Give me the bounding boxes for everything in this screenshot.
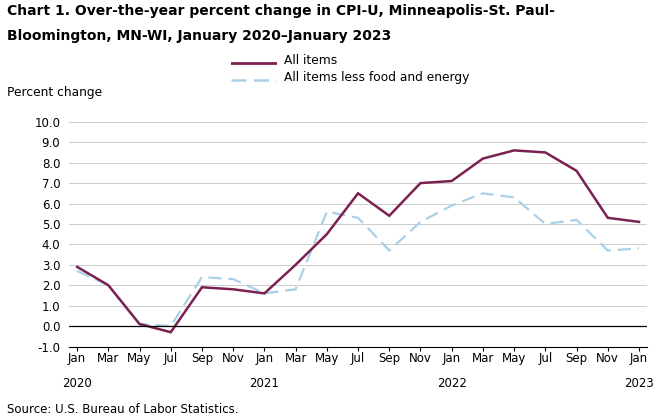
Text: Source: U.S. Bureau of Labor Statistics.: Source: U.S. Bureau of Labor Statistics. [7,403,238,416]
Text: Percent change: Percent change [7,86,102,99]
Text: All items: All items [284,55,337,67]
Text: 2020: 2020 [62,377,92,390]
Text: All items less food and energy: All items less food and energy [284,71,469,84]
Text: Bloomington, MN-WI, January 2020–January 2023: Bloomington, MN-WI, January 2020–January… [7,29,391,43]
Text: 2022: 2022 [437,377,467,390]
Text: 2021: 2021 [249,377,279,390]
Text: 2023: 2023 [624,377,654,390]
Text: Chart 1. Over-the-year percent change in CPI-U, Minneapolis-St. Paul-: Chart 1. Over-the-year percent change in… [7,4,554,18]
